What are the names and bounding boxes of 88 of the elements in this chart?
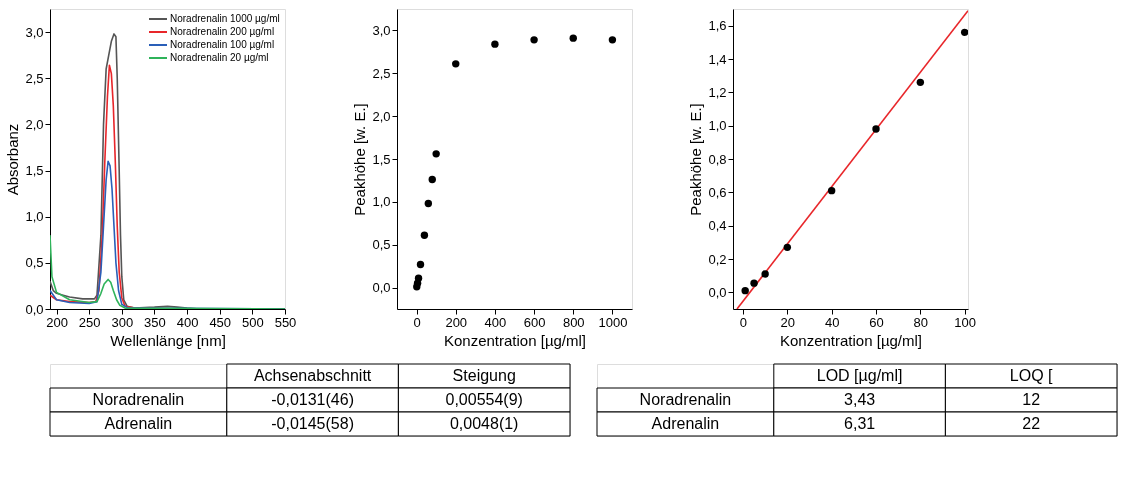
point (872, 125, 880, 133)
y-tick-label: 0,8 (708, 151, 727, 167)
point (491, 40, 499, 48)
text: -0,0131(46) (271, 391, 354, 408)
point (608, 36, 617, 44)
point (416, 260, 425, 269)
x-tick-label: 20 (780, 314, 796, 330)
y-tick-label: 0,5 (25, 255, 44, 271)
y-tick-label: 0,4 (708, 218, 727, 234)
y-tick-label: 3,0 (372, 22, 391, 38)
y-tick-label: 1,0 (708, 118, 727, 134)
legend-label: Noradrenalin 100 µg/ml (170, 39, 275, 50)
point (530, 36, 538, 44)
category-label: Steigung (452, 367, 516, 384)
text: 0,00554(9) (445, 391, 523, 408)
x-tick-label: 400 (484, 314, 507, 330)
text: -0,0145(58) (271, 415, 354, 432)
y-tick-label: 2,0 (372, 108, 391, 124)
y-tick-label: 2,5 (372, 65, 391, 81)
x-tick-label: 200 (445, 314, 468, 330)
x-tick-label: 60 (869, 314, 884, 330)
y-axis-title: Peakhöhe [w. E.] (351, 103, 369, 216)
text: 3,43 (844, 391, 876, 408)
y-tick-label: 2,0 (25, 116, 44, 132)
x-tick-label: 0 (739, 314, 748, 330)
x-tick-label: 80 (913, 314, 929, 330)
point (783, 243, 792, 252)
x-axis-title: Wellenlänge [nm] (110, 331, 226, 349)
x-tick-label: 200 (46, 314, 68, 330)
category-label: LOQ [ (1009, 367, 1054, 384)
point (420, 231, 429, 239)
y-tick-label: 0,2 (708, 251, 727, 267)
point (424, 199, 433, 208)
y-tick-label: 1,4 (708, 51, 727, 67)
y-tick-label: 0,0 (372, 280, 391, 296)
y-tick-label: 2,5 (25, 70, 44, 86)
x-axis-title: Konzentration [µg/ml] (443, 331, 587, 349)
x-tick-label: 800 (562, 314, 585, 330)
x-tick-label: 500 (242, 314, 264, 330)
category-label: Adrenalin (651, 415, 720, 432)
y-tick-label: 1,5 (25, 163, 44, 179)
y-axis-title: Absorbanz (4, 123, 22, 196)
y-tick-label: 1,6 (708, 18, 727, 34)
point (428, 175, 436, 184)
y-tick-label: 0,0 (25, 301, 44, 317)
y-axis-title: Peakhöhe [w. E.] (687, 103, 705, 216)
text: 12 (1022, 391, 1041, 408)
point (761, 270, 769, 278)
point (750, 279, 758, 287)
x-tick-label: 300 (111, 314, 134, 330)
x-tick-label: 0 (413, 314, 421, 330)
text: 6,31 (844, 415, 876, 432)
x-tick-label: 600 (523, 314, 546, 330)
point (414, 274, 423, 282)
y-tick-label: 3,0 (25, 24, 44, 40)
y-tick-label: 1,0 (25, 209, 44, 225)
x-tick-label: 1000 (598, 314, 628, 330)
y-tick-label: 1,2 (708, 84, 727, 100)
text: 0,0048(1) (449, 415, 519, 432)
point (741, 286, 749, 295)
point (960, 28, 968, 37)
y-tick-label: 0,6 (708, 184, 727, 200)
point (827, 186, 836, 195)
y-tick-label: 0,0 (708, 284, 727, 300)
x-tick-label: 100 (954, 314, 977, 330)
category-label: Noradrenalin (639, 391, 732, 408)
x-tick-label: 450 (209, 314, 232, 330)
x-tick-label: 40 (824, 314, 840, 330)
category-label: Noradrenalin (92, 391, 185, 408)
y-tick-label: 1,5 (372, 151, 391, 167)
x-tick-label: 400 (176, 314, 199, 330)
legend-label: Noradrenalin 1000 µg/ml (170, 13, 280, 24)
x-tick-label: 550 (274, 314, 297, 330)
point (569, 34, 577, 42)
category-label: Adrenalin (104, 415, 173, 432)
y-tick-label: 0,5 (372, 237, 391, 253)
x-axis-title: Konzentration [µg/ml] (779, 331, 923, 349)
legend-label: Noradrenalin 20 µg/ml (170, 52, 269, 63)
point (452, 60, 460, 68)
point (432, 150, 440, 158)
text: 22 (1022, 415, 1041, 432)
category-label: LOD [µg/ml] (816, 367, 903, 384)
legend-label: Noradrenalin 200 µg/ml (170, 26, 275, 37)
x-tick-label: 250 (78, 314, 101, 330)
point (916, 78, 925, 87)
x-tick-label: 350 (144, 314, 166, 330)
category-label: Achsenabschnitt (253, 367, 372, 384)
y-tick-label: 1,0 (372, 194, 391, 210)
